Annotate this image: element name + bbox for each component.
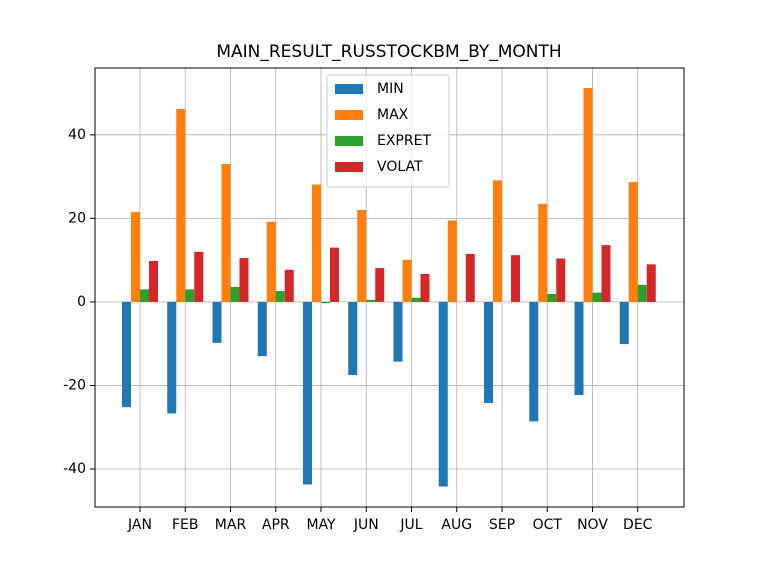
bar (149, 260, 158, 302)
bar (357, 210, 367, 302)
bar (393, 301, 403, 362)
bar (284, 269, 294, 302)
bar (167, 301, 177, 414)
bar (493, 180, 502, 302)
bar (212, 301, 222, 343)
bar (411, 297, 421, 302)
bar (140, 289, 149, 302)
x-tick-label: FEB (172, 517, 199, 533)
y-tick-label: -20 (63, 377, 86, 393)
legend-box (326, 74, 450, 188)
y-tick-label: 0 (77, 294, 86, 310)
legend-swatch (335, 162, 363, 172)
plot-frame (94, 67, 685, 508)
bar (447, 220, 457, 302)
legend-swatch (335, 84, 363, 94)
bar (375, 268, 385, 302)
chart-title: MAIN_RESULT_RUSSTOCKBM_BY_MONTH (216, 42, 561, 62)
bar (637, 284, 647, 302)
y-tick-label: 40 (68, 127, 86, 143)
bar (122, 301, 131, 408)
x-tick-label: NOV (577, 517, 608, 533)
y-tick-label: 20 (68, 210, 86, 226)
bar (185, 289, 195, 302)
x-tick-label: JAN (127, 517, 152, 533)
bar (465, 253, 475, 302)
bar (628, 182, 638, 302)
y-tick-label: -40 (63, 461, 86, 477)
bar (583, 88, 593, 302)
bar (266, 221, 276, 302)
x-tick-label: MAY (306, 517, 336, 533)
x-tick-label: MAR (215, 517, 247, 533)
bar (547, 293, 557, 302)
bar (538, 203, 548, 302)
x-tick-label: JUN (353, 517, 379, 533)
bar (366, 299, 376, 302)
bar (402, 259, 412, 302)
bar (601, 245, 611, 302)
bar (348, 301, 358, 376)
bar (176, 108, 186, 302)
bar (438, 301, 448, 487)
bar (484, 301, 493, 403)
x-tick-label: APR (262, 517, 290, 533)
legend-swatch (335, 136, 363, 146)
legend-swatch (335, 110, 363, 120)
bar (511, 255, 520, 302)
bar (556, 258, 566, 302)
x-tick-label: DEC (623, 517, 653, 533)
bar (194, 251, 204, 302)
bar (131, 212, 140, 302)
bar (330, 247, 339, 302)
bar (529, 301, 539, 422)
x-tick-label: SEP (489, 517, 515, 533)
x-tick-label: AUG (441, 517, 472, 533)
bar (239, 258, 249, 302)
bar (574, 301, 584, 396)
legend-label: MAX (377, 107, 409, 123)
bar (321, 301, 330, 304)
legend-label: EXPRET (377, 133, 431, 149)
bar (592, 292, 602, 302)
bar (312, 184, 321, 302)
bar (221, 164, 231, 302)
bar (275, 291, 285, 302)
bar (646, 264, 656, 302)
bar (619, 301, 629, 345)
x-tick-label: JUL (399, 517, 422, 533)
bar (257, 301, 267, 357)
legend-label: MIN (377, 81, 404, 97)
bar (230, 286, 240, 302)
legend-label: VOLAT (377, 159, 423, 175)
x-tick-label: OCT (533, 517, 563, 533)
bar (420, 273, 430, 302)
bar (303, 301, 312, 485)
